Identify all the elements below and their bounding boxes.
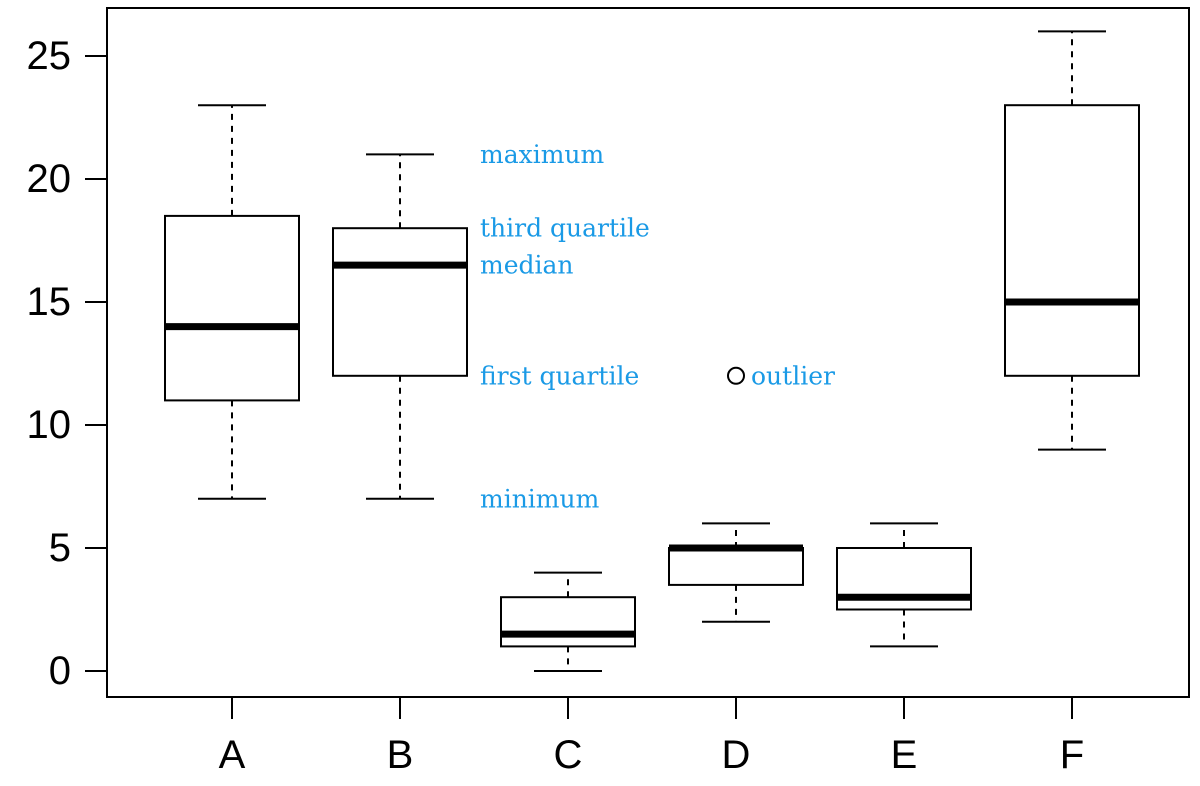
y-tick-label-10: 10 [27,403,72,447]
annotation-maximum: maximum [480,140,605,169]
y-tick-label-25: 25 [27,34,72,78]
annotation-third-quartile: third quartile [480,214,650,243]
box-F [1004,30,1140,451]
iqr-box-A [164,214,300,402]
annotation-median: median [480,251,574,280]
x-tick-label-B: B [387,733,414,777]
iqr-box-B [332,227,468,377]
x-tick-label-A: A [219,733,246,777]
boxes [164,30,1140,672]
y-tick-label-0: 0 [49,649,71,693]
box-B [332,153,468,500]
y-tick-label-20: 20 [27,157,72,201]
outlier-point-D-0 [727,366,745,385]
x-tick-label-D: D [722,733,751,777]
y-tick-label-15: 15 [27,280,72,324]
annotation-outlier: outlier [751,361,835,390]
box-C [500,571,636,672]
plot-frame [106,7,1190,698]
x-tick-label-C: C [554,733,583,777]
iqr-box-F [1004,104,1140,377]
x-tick-label-F: F [1060,733,1084,777]
iqr-box-D [668,547,804,586]
box-D [668,366,804,623]
annotation-minimum: minimum [480,484,600,513]
y-axis: 0 5 10 15 20 25 [27,34,107,693]
box-E [836,522,972,648]
annotations: maximum third quartile median first quartil… [480,140,835,513]
annotation-first-quartile: first quartile [480,361,639,390]
iqr-box-C [500,596,636,648]
x-axis: A B C D E F [219,697,1084,777]
y-tick-label-5: 5 [49,526,71,570]
box-A [164,104,300,500]
x-tick-label-E: E [891,733,918,777]
